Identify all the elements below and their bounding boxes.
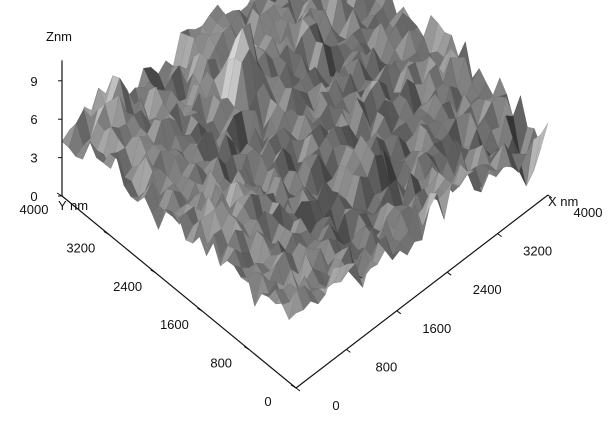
y-axis-line (61, 195, 297, 389)
axes (61, 60, 549, 389)
x-tick-label: 0 (332, 398, 339, 413)
z-tick-label: 0 (30, 189, 37, 204)
x-tick-label: 2400 (473, 282, 502, 297)
y-tick-mark (290, 384, 297, 389)
y-tick-mark (197, 307, 203, 312)
surface-cell (320, 0, 330, 17)
y-tick-label: 800 (210, 356, 232, 371)
y-tick-label: 1600 (160, 317, 189, 332)
x-tick-mark (346, 348, 351, 353)
surface-mesh (61, 0, 549, 321)
x-tick-mark (497, 233, 502, 238)
surface-cell (492, 77, 507, 98)
y-tick-label: 4000 (20, 202, 49, 217)
z-tick-label: 6 (30, 112, 37, 127)
y-axis-label: Y nm (58, 198, 88, 213)
x-tick-mark (547, 194, 553, 199)
surface-cell (288, 288, 304, 321)
x-axis-label: X nm (548, 194, 578, 209)
y-tick-mark (103, 230, 110, 235)
x-tick-label: 800 (376, 359, 398, 374)
tick-marks (56, 80, 553, 392)
y-tick-label: 0 (264, 394, 271, 409)
tick-labels: 0369080016002400320040000800160024003200… (20, 74, 603, 413)
x-axis-line (295, 194, 549, 389)
y-tick-label: 2400 (113, 279, 142, 294)
y-tick-mark (150, 269, 156, 274)
x-tick-label: 3200 (523, 244, 552, 259)
surface-cell (345, 0, 348, 4)
x-tick-mark (396, 310, 402, 315)
y-tick-mark (56, 192, 63, 197)
x-tick-label: 4000 (574, 205, 603, 220)
z-tick-label: 9 (30, 74, 37, 89)
z-axis-label: Znm (46, 29, 72, 44)
x-tick-mark (446, 271, 452, 276)
y-tick-label: 3200 (66, 240, 95, 255)
x-tick-mark (295, 387, 301, 392)
x-tick-label: 1600 (422, 321, 451, 336)
z-tick-label: 3 (30, 151, 37, 166)
y-tick-mark (243, 346, 250, 351)
